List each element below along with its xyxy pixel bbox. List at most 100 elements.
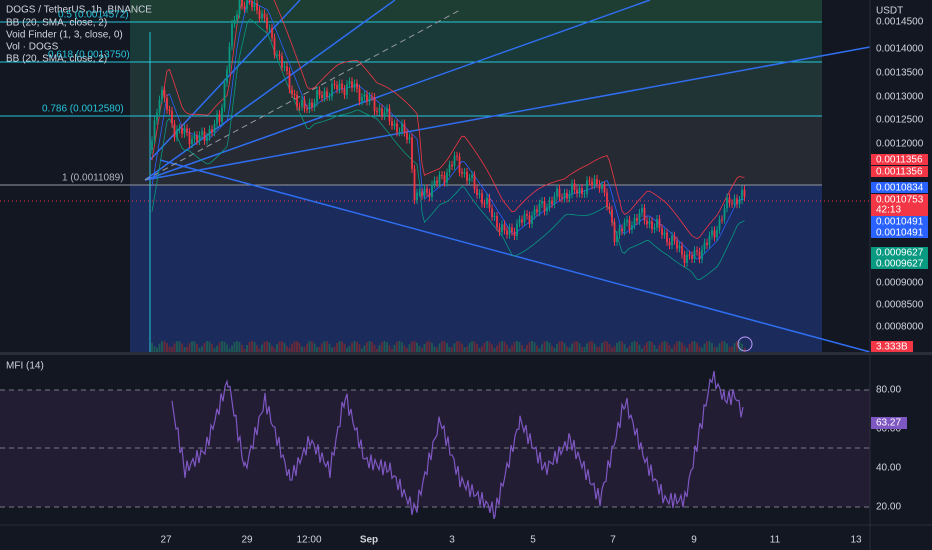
volume-bar — [623, 344, 626, 352]
volume-bar — [463, 347, 466, 352]
candle — [451, 164, 453, 167]
candle — [326, 91, 328, 97]
candle — [523, 214, 526, 223]
volume-bar — [613, 346, 616, 352]
candle — [633, 217, 636, 226]
volume-bar — [273, 348, 276, 352]
candle — [296, 95, 298, 107]
volume-bar — [481, 346, 483, 352]
candle — [286, 66, 288, 72]
candle — [448, 164, 451, 173]
price-tick-label: 0.0009000 — [876, 278, 924, 289]
candle — [363, 94, 366, 97]
volume-bar — [616, 342, 618, 352]
candle — [486, 197, 488, 205]
candle — [583, 193, 586, 195]
price-tick-label: 0.0014500 — [876, 17, 924, 28]
bollinger — [151, 0, 745, 281]
volume-bar — [158, 343, 161, 352]
candle — [576, 189, 578, 194]
candle — [381, 108, 383, 117]
volume-bar — [151, 342, 153, 352]
candle — [298, 106, 301, 108]
candle — [463, 172, 466, 174]
symbol: DOGS / TetherUS, 1h, BINANCE — [6, 5, 152, 16]
candle — [258, 10, 261, 19]
candle — [243, 5, 246, 9]
candle — [156, 112, 158, 121]
candle — [163, 89, 166, 99]
volume-bar — [666, 342, 668, 352]
volume-bar — [236, 341, 238, 352]
volume-bar — [308, 341, 311, 352]
volume-bar — [576, 341, 578, 352]
price-tick-label: 0.0012000 — [876, 139, 924, 150]
volume-bar — [713, 346, 716, 352]
candle — [653, 227, 656, 230]
volume-bar — [408, 344, 411, 352]
volume-bar — [608, 343, 611, 352]
volume-bar — [331, 347, 333, 352]
volume-bar — [733, 343, 736, 352]
candle — [396, 123, 398, 133]
volume-bar — [638, 344, 641, 352]
volume-bar — [571, 343, 573, 352]
volume-bar — [583, 347, 586, 352]
candle — [571, 183, 573, 195]
candle — [371, 96, 373, 98]
volume-bar — [353, 341, 356, 352]
volume-bar — [161, 341, 163, 352]
price-tick-label: 0.0014000 — [876, 44, 924, 55]
candle — [743, 189, 746, 197]
candle — [438, 175, 441, 184]
volume-bar — [716, 347, 718, 352]
candle — [683, 254, 686, 263]
candle — [216, 114, 218, 124]
volume-bar — [678, 341, 681, 352]
candle — [671, 235, 673, 246]
candle — [323, 91, 326, 98]
volume-bar — [321, 343, 323, 352]
candle — [488, 197, 491, 209]
volume-bar — [488, 341, 491, 352]
volume-bar — [443, 341, 446, 352]
volume-bar — [211, 344, 213, 352]
candle — [181, 128, 183, 134]
candle — [638, 212, 641, 222]
candle — [263, 13, 266, 18]
candle — [553, 196, 556, 205]
volume-bar — [213, 348, 216, 352]
volume-bar — [536, 345, 538, 352]
candle — [416, 192, 418, 201]
volume-bar — [656, 348, 658, 352]
candle — [678, 245, 681, 249]
volume-bar — [428, 341, 431, 352]
volume-bar — [216, 345, 218, 352]
volume-bar — [348, 345, 351, 352]
candle — [211, 129, 213, 133]
volume-bar — [268, 342, 271, 352]
volume-bar — [371, 341, 373, 352]
volume-bar — [293, 341, 296, 352]
volume-bar — [403, 345, 406, 352]
candle — [541, 201, 543, 204]
icon[interactable] — [737, 336, 753, 352]
candle — [206, 136, 208, 141]
time-label: 27 — [160, 535, 172, 546]
volume-bar — [736, 341, 738, 352]
candle — [511, 227, 513, 232]
candle — [503, 224, 506, 231]
candle — [303, 99, 306, 109]
candle — [426, 188, 428, 193]
volume-bar — [543, 341, 546, 352]
volume-bar — [206, 341, 208, 352]
volume-bar — [671, 348, 673, 352]
volume-bar — [561, 341, 563, 352]
volume-bar — [358, 344, 361, 352]
candle — [208, 129, 211, 137]
candle — [308, 102, 311, 110]
price-badge — [871, 182, 928, 193]
volume-bar — [626, 348, 628, 352]
volume-bar — [181, 343, 183, 352]
candle — [508, 227, 511, 235]
